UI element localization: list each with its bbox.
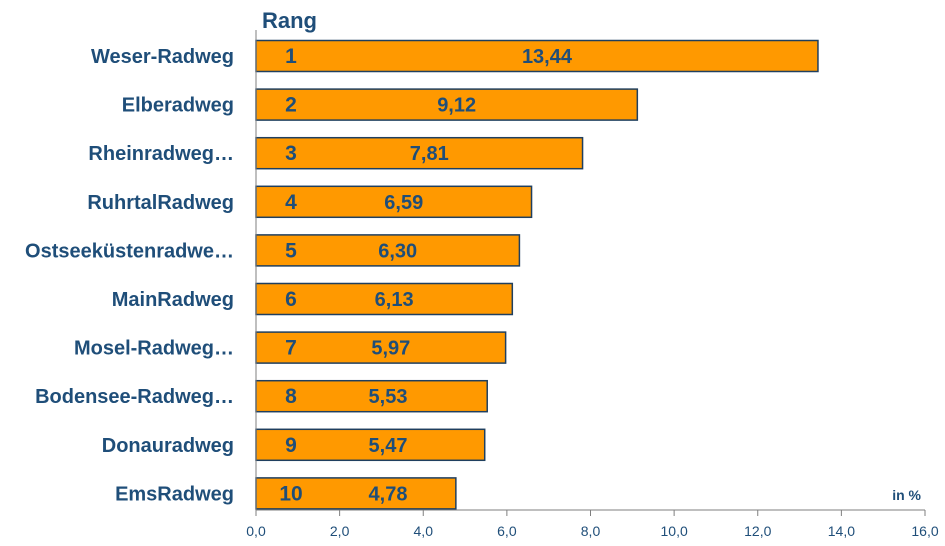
value-label: 5,53 [369,386,408,408]
category-label: Rheinradweg… [88,143,234,165]
rank-label: 1 [285,45,297,68]
value-label: 5,47 [369,435,408,457]
x-tick-label: 10,0 [661,523,688,539]
rank-label: 7 [285,337,297,360]
value-label: 13,44 [522,46,573,68]
rank-label: 6 [285,288,297,311]
value-label: 9,12 [437,95,476,117]
value-label: 4,78 [369,483,408,505]
category-label: Weser-Radweg [91,46,234,68]
category-label: Elberadweg [122,95,234,117]
category-label: Mosel-Radweg… [74,338,234,360]
x-tick-label: 6,0 [497,523,517,539]
x-tick-label: 16,0 [911,523,938,539]
x-tick-label: 0,0 [246,523,266,539]
bar [255,136,584,170]
category-label: Donauradweg [102,435,234,457]
category-label: RuhrtalRadweg [87,192,234,214]
rank-label: 4 [285,191,297,214]
category-label: Ostseeküstenradwe… [25,240,234,262]
bars-group: Weser-Radweg 1 13,44 Elberadweg 2 9,12 Rheinra… [25,39,819,510]
value-label: 6,13 [375,289,414,311]
unit-label: in % [892,487,921,503]
bar [255,88,639,121]
category-label: Bodensee-Radweg… [35,386,234,408]
bar [255,331,507,364]
x-tick-label: 2,0 [330,523,350,539]
rank-label: 3 [285,142,297,165]
bar [255,234,521,267]
rank-label: 10 [279,482,302,505]
bar [255,185,533,219]
rank-label: 5 [285,239,297,262]
rank-label: 2 [285,94,297,117]
value-label: 7,81 [410,143,449,165]
x-tick-label: 8,0 [581,523,601,539]
x-tick-label: 4,0 [414,523,434,539]
x-axis: 0,0 2,0 4,0 6,0 8,0 10,0 12,0 14,0 16,0 [246,30,939,539]
rank-label: 9 [285,434,297,457]
value-label: 5,97 [371,338,410,360]
value-label: 6,30 [378,240,417,262]
x-tick-label: 14,0 [828,523,855,539]
rank-header: Rang [262,8,317,33]
category-label: MainRadweg [112,289,234,311]
rank-label: 8 [285,385,297,408]
x-tick-label: 12,0 [744,523,771,539]
category-label: EmsRadweg [115,483,234,505]
value-label: 6,59 [384,192,423,214]
